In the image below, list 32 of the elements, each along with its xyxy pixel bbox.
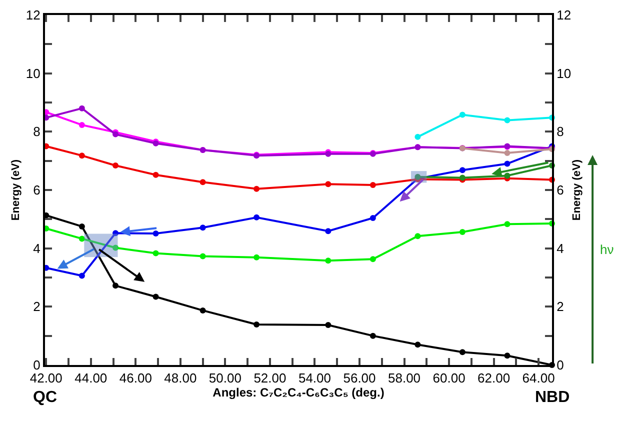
text: NBD xyxy=(535,389,570,406)
y2-tick-label: 0 xyxy=(556,358,564,373)
y2-tick-label: 8 xyxy=(556,124,564,140)
x-axis-title: Angles: C₇C₂C₄-C₆C₃C₅ (deg.) xyxy=(212,386,384,400)
x-tick-label: 56.00 xyxy=(343,370,376,386)
x-tick-label: 46.00 xyxy=(119,370,152,386)
y2-tick-label: 10 xyxy=(556,66,572,81)
x-tick-label: 60.00 xyxy=(432,370,466,386)
x-tick-label: 44.00 xyxy=(74,370,108,386)
y2-tick-label: 12 xyxy=(556,8,572,23)
y-tick-label: 2 xyxy=(33,299,40,314)
y-tick-label: 4 xyxy=(33,240,40,256)
y2-axis-title: Energy (eV) xyxy=(570,159,583,221)
x-tick-label: 62.00 xyxy=(478,370,510,386)
text: QC xyxy=(33,389,58,406)
y-tick-label: 0 xyxy=(33,358,40,373)
text: hν xyxy=(600,242,614,257)
y-tick-label: 12 xyxy=(26,8,40,23)
x-tick-label: 50.00 xyxy=(208,370,242,386)
y2-tick-label: 2 xyxy=(556,299,564,314)
y2-tick-label: 6 xyxy=(556,182,564,198)
x-tick-label: 58.00 xyxy=(388,370,421,386)
x-tick-label: 52.00 xyxy=(254,370,286,386)
y-tick-label: 6 xyxy=(33,182,40,198)
y2-tick-label: 4 xyxy=(556,240,564,256)
x-tick-label: 42.00 xyxy=(30,370,62,386)
x-tick-label: 48.00 xyxy=(164,370,197,386)
y-tick-label: 8 xyxy=(33,124,40,140)
x-tick-label: 64.00 xyxy=(522,370,555,386)
y-axis-title: Energy (eV) xyxy=(10,159,22,221)
x-tick-label: 54.00 xyxy=(298,370,332,386)
y-tick-label: 10 xyxy=(26,66,40,81)
